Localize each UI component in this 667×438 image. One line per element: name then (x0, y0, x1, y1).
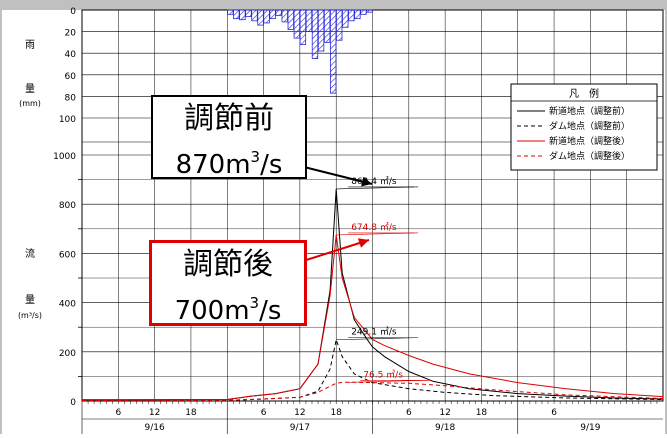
rainfall-bar (239, 9, 246, 21)
legend-entry-1: 新道地点（調整前） (549, 105, 630, 117)
flow-tick-label: 400 (59, 300, 76, 310)
hour-tick-label: 6 (406, 408, 412, 418)
flow-amount-label: 量 (25, 294, 35, 306)
hour-tick-label: 18 (330, 408, 342, 418)
flow-tick-label: 1000 (53, 152, 76, 162)
flow-tick-label: 200 (59, 349, 76, 359)
hour-tick-label: 12 (439, 408, 450, 418)
flow-tick-label: 600 (59, 250, 76, 260)
rainfall-bar (342, 9, 349, 28)
callout-before-arrow-head (361, 176, 372, 187)
flow-tick-label: 800 (59, 201, 76, 211)
rainfall-bar (299, 9, 307, 45)
rainfall-bar (366, 9, 373, 13)
rain-tick-label: 0 (70, 7, 76, 17)
peak-label-3: 249.1 ㎥/s (351, 327, 397, 338)
rainfall-bar (269, 9, 276, 20)
hour-tick-label: 6 (115, 408, 121, 418)
date-label: 9/16 (145, 423, 165, 433)
rainfall-bar (281, 9, 288, 23)
rainfall-bar (227, 9, 234, 15)
peak-label-4: 76.5 ㎥/s (363, 369, 403, 380)
rainfall-bar (287, 9, 294, 30)
callout-before-arrow (299, 165, 373, 185)
hour-tick-label: 18 (185, 408, 197, 418)
rainfall-bar (233, 9, 240, 20)
hour-tick-label: 12 (149, 408, 160, 418)
callout-before-value: 870m3/s (175, 148, 283, 180)
hour-tick-label: 6 (551, 408, 557, 418)
series-line-2 (81, 337, 664, 401)
rainfall-bar (354, 9, 361, 20)
series-line-3 (81, 234, 664, 401)
legend-entry-2: ダム地点（調整前） (549, 120, 630, 132)
rainfall-bar (311, 9, 319, 59)
hour-tick-label: 12 (294, 408, 305, 418)
callout-after-value: 700m3/s (174, 294, 282, 326)
peak-leader (336, 186, 415, 190)
rainfall-bar (360, 9, 367, 15)
callout-before-title: 調節前 (184, 101, 274, 136)
legend-title: 凡 例 (569, 87, 599, 100)
legend-entry-4: ダム地点（調整後） (549, 150, 630, 162)
rainfall-bar (336, 9, 343, 41)
callout-after-arrow-head (357, 238, 369, 248)
rainfall-bar (245, 9, 252, 17)
flow-axis-label: 流 (25, 247, 35, 260)
rainfall-bar (317, 9, 325, 52)
flow-tick-label: 0 (70, 398, 76, 408)
rainfall-bar (263, 9, 270, 24)
rain-axis-label: 雨 (25, 40, 35, 51)
callout-after: 調節後 700m3/s (149, 240, 307, 326)
peak-leader (336, 232, 415, 236)
rainfall-bar (275, 9, 282, 16)
callout-after-arrow (299, 239, 370, 263)
peak-label-1: 862.4 ㎥/s (351, 176, 397, 187)
rain-tick-label: 20 (65, 29, 77, 39)
rain-tick-label: 100 (59, 115, 76, 125)
rainfall-bar (305, 9, 313, 33)
callout-before: 調節前 870m3/s (151, 95, 307, 180)
legend-box (510, 83, 658, 171)
rain-tick-label: 80 (65, 93, 77, 103)
rainfall-bar (348, 9, 355, 22)
rain-tick-label: 60 (65, 72, 77, 82)
rainfall-bar (329, 9, 337, 94)
flow-unit-label: (m³/s) (18, 311, 42, 320)
rainfall-bar (251, 9, 258, 22)
peak-leader (336, 337, 415, 341)
rain-amount-label: 量 (25, 83, 35, 95)
date-label: 9/19 (580, 423, 600, 433)
date-label: 9/18 (435, 423, 455, 433)
rainfall-bar (323, 9, 331, 43)
hour-tick-label: 18 (476, 408, 488, 418)
legend-entry-3: 新道地点（調整後） (549, 135, 630, 147)
rainfall-bar (257, 9, 264, 26)
hour-tick-label: 6 (261, 408, 267, 418)
rain-tick-label: 40 (65, 50, 77, 60)
peak-label-2: 674.8 ㎥/s (351, 222, 397, 233)
peak-leader (348, 380, 427, 383)
date-label: 9/17 (290, 423, 310, 433)
rain-unit-label: (mm) (19, 99, 41, 108)
callout-after-title: 調節後 (183, 247, 273, 282)
rainfall-bar (293, 9, 301, 39)
